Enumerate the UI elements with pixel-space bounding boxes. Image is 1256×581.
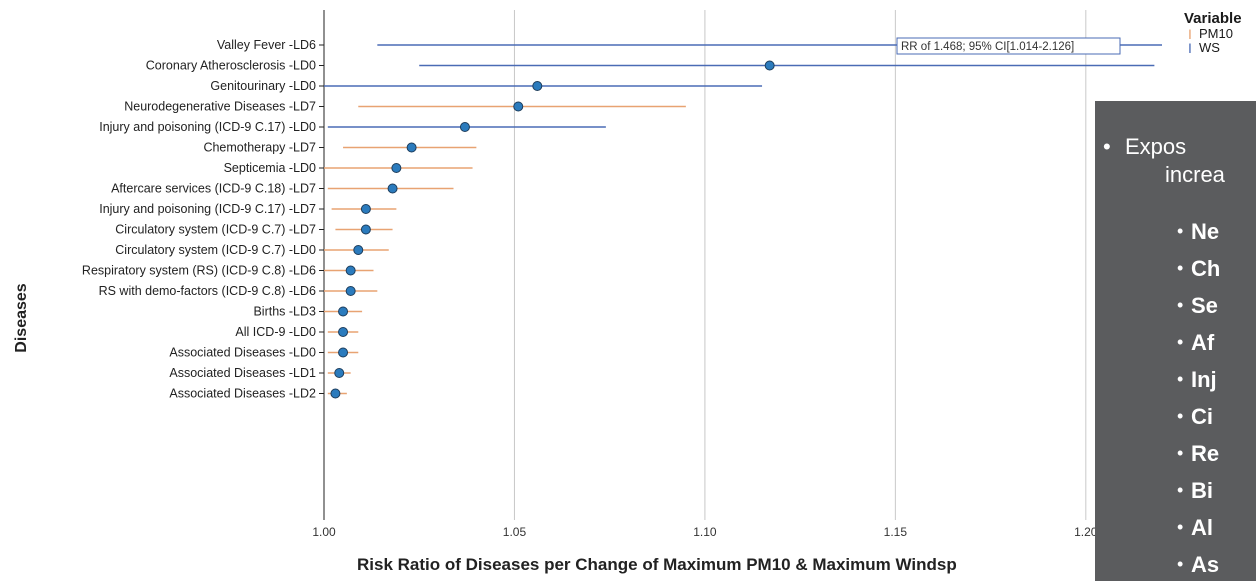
overlay-list-item-text: Al (1191, 515, 1213, 540)
slide-text-overlay: • Expos increa • Ne • Ch • Se • Af • Inj • Ci … (1095, 101, 1256, 581)
y-tick-label: All ICD-9 -LD0 (235, 325, 316, 339)
bullet-icon: • (1177, 369, 1184, 389)
legend-label-pm10: PM10 (1199, 26, 1233, 41)
overlay-list-item: • As (1177, 552, 1220, 581)
y-tick-label: RS with demo-factors (ICD-9 C.8) -LD6 (99, 284, 316, 298)
point-estimate (391, 163, 402, 173)
overlay-list-item-text: Ne (1191, 219, 1220, 244)
legend-item-pm10: I PM10 (1184, 26, 1256, 42)
overlay-list-item-text: Ch (1191, 256, 1221, 281)
overlay-list-item: • Bi (1177, 478, 1220, 515)
point-estimate (338, 347, 349, 358)
y-tick-label: Septicemia -LD0 (224, 161, 316, 175)
y-tick-label: Associated Diseases -LD2 (169, 387, 316, 401)
overlay-list-item-text: Se (1191, 293, 1218, 318)
y-tick-label: Injury and poisoning (ICD-9 C.17) -LD0 (99, 120, 316, 134)
y-tick-labels: Valley Fever -LD6 Coronary Atherosclerosi… (82, 38, 324, 401)
bullet-icon: • (1177, 517, 1184, 537)
bullet-icon: • (1177, 406, 1184, 426)
x-tick-label: 1.20 (1074, 525, 1098, 539)
y-tick-label: Circulatory system (ICD-9 C.7) -LD0 (115, 243, 316, 257)
bullet-icon: • (1177, 480, 1184, 500)
point-estimate (330, 388, 341, 399)
point-estimate (345, 265, 356, 276)
x-tick-label: 1.00 (312, 525, 336, 539)
overlay-list-item: • Al (1177, 515, 1220, 552)
pm10-errorbar-icon: I (1188, 26, 1192, 42)
point-estimate (764, 60, 775, 71)
overlay-list-item-text: Bi (1191, 478, 1213, 503)
point-estimate (334, 368, 345, 378)
overlay-intro-line2: increa (1165, 162, 1225, 187)
annotation-text: RR of 1.468; 95% CI[1.014-2.126] (901, 41, 1074, 53)
confidence-intervals (324, 44, 1162, 395)
point-estimate (406, 142, 417, 153)
overlay-list-item: • Ch (1177, 256, 1221, 293)
bullet-icon: • (1177, 295, 1184, 315)
bullet-icon: • (1177, 554, 1184, 574)
bullet-icon: • (1177, 332, 1184, 352)
y-tick-label: Chemotherapy -LD7 (203, 141, 316, 155)
point-estimate (338, 327, 349, 337)
annotation-box (896, 37, 1121, 55)
overlay-list-item: • Re (1177, 441, 1220, 478)
y-tick-label: Genitourinary -LD0 (210, 79, 316, 93)
point-estimate (360, 204, 371, 214)
y-tick-label: Respiratory system (RS) (ICD-9 C.8) -LD6 (82, 264, 316, 278)
overlay-list-item-text: Re (1191, 441, 1220, 466)
y-tick-label: Aftercare services (ICD-9 C.18) -LD7 (111, 182, 316, 196)
point-estimate (387, 183, 398, 194)
point-estimate (353, 245, 364, 255)
y-tick-label: Associated Diseases -LD1 (169, 366, 316, 380)
legend-title: Variable (1184, 10, 1242, 27)
point-estimate (360, 224, 371, 235)
x-tick-label: 1.10 (693, 525, 717, 539)
y-tick-label: Circulatory system (ICD-9 C.7) -LD7 (115, 223, 316, 237)
point-estimate (513, 101, 524, 112)
overlay-list-item: • Ci (1177, 404, 1220, 441)
point-estimate (459, 122, 470, 132)
overlay-list-item: • Se (1177, 293, 1220, 330)
x-tick-labels: 1.00 1.05 1.10 1.15 1.20 (312, 525, 1097, 539)
x-tick-label: 1.05 (503, 525, 527, 539)
overlay-intro-line1: Expos (1125, 134, 1187, 159)
point-estimate (345, 286, 356, 296)
point-estimate (338, 306, 349, 317)
legend-item-ws: I WS (1184, 40, 1256, 56)
overlay-list-item-text: Af (1191, 330, 1215, 355)
ws-errorbar-icon: I (1188, 40, 1192, 56)
overlay-list-item-text: Inj (1191, 367, 1217, 392)
y-tick-label: Injury and poisoning (ICD-9 C.17) -LD7 (99, 202, 316, 216)
x-tick-label: 1.15 (884, 525, 908, 539)
x-axis-title: Risk Ratio of Diseases per Change of Max… (357, 555, 957, 574)
y-axis-title: Diseases (13, 283, 30, 352)
point-estimates (330, 60, 775, 399)
overlay-list-item-text: As (1191, 552, 1220, 577)
y-tick-label: Neurodegenerative Diseases -LD7 (124, 100, 316, 114)
overlay-list-item: • Ne (1177, 219, 1220, 256)
overlay-list-item: • Af (1177, 330, 1220, 367)
bullet-icon: • (1177, 258, 1184, 278)
bullet-icon: • (1177, 221, 1184, 241)
y-tick-label: Births -LD3 (253, 305, 316, 319)
overlay-list: • Ne • Ch • Se • Af • Inj • Ci • Re • Bi • Al • As (1177, 219, 1221, 581)
overlay-list-item: • Inj (1177, 367, 1220, 404)
y-tick-label: Associated Diseases -LD0 (169, 346, 316, 360)
y-tick-label: Coronary Atherosclerosis -LD0 (146, 59, 316, 73)
point-estimate (532, 81, 543, 91)
legend-label-ws: WS (1199, 40, 1220, 55)
grid-lines (513, 10, 1087, 520)
overlay-list-item-text: Ci (1191, 404, 1213, 429)
bullet-icon: • (1103, 134, 1111, 159)
overlay-intro: • Expos (1103, 133, 1187, 161)
bullet-icon: • (1177, 443, 1184, 463)
legend: Variable I PM10 I WS (1184, 10, 1256, 55)
y-tick-label: Valley Fever -LD6 (217, 38, 316, 52)
